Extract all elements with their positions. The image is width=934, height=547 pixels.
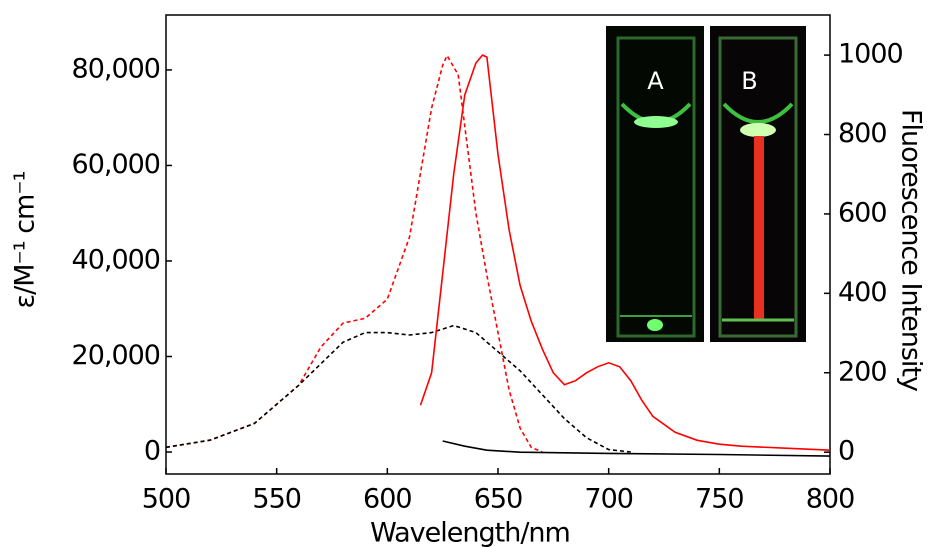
meniscus-b bbox=[722, 102, 794, 124]
y2-tick-label: 600 bbox=[838, 197, 887, 228]
inset-label: A bbox=[647, 67, 664, 95]
x-tick-label: 650 bbox=[474, 484, 523, 515]
y2-tick-label: 200 bbox=[838, 356, 887, 387]
y-tick-label: 60,000 bbox=[72, 149, 160, 180]
x-tick-label: 750 bbox=[695, 484, 744, 515]
series-line bbox=[419, 54, 831, 451]
y-axis-label: ε/M⁻¹ cm⁻¹ bbox=[10, 171, 41, 308]
y2-tick-label: 1000 bbox=[838, 39, 903, 70]
inset-label: B bbox=[741, 67, 756, 95]
x-tick-label: 600 bbox=[363, 484, 412, 515]
y-tick-label: 40,000 bbox=[72, 244, 160, 275]
y2-tick-label: 800 bbox=[838, 118, 887, 149]
y2-tick-label: 400 bbox=[838, 277, 887, 308]
x-tick-label: 800 bbox=[806, 484, 855, 515]
cuvette-b-outline bbox=[718, 36, 798, 338]
x-axis-label: Wavelength/nm bbox=[370, 518, 570, 547]
y2-axis-label: Fluorescence Intensity bbox=[896, 109, 927, 392]
glow-a-bottom bbox=[647, 319, 663, 331]
cuvette-a bbox=[606, 26, 704, 342]
series-line bbox=[442, 440, 831, 457]
cuvette-a-outline bbox=[616, 36, 696, 338]
y-tick-label: 80,000 bbox=[72, 53, 160, 84]
series-line bbox=[165, 53, 543, 453]
series-line bbox=[165, 324, 631, 453]
x-tick-label: 550 bbox=[252, 484, 301, 515]
y-tick-label: 0 bbox=[144, 436, 160, 467]
glow-b bbox=[740, 123, 776, 137]
inset-photo: A B bbox=[604, 24, 828, 344]
y2-tick-label: 0 bbox=[838, 436, 854, 467]
glow-a bbox=[634, 116, 678, 128]
red-beam bbox=[754, 136, 764, 320]
x-tick-label: 500 bbox=[142, 484, 191, 515]
x-tick-label: 700 bbox=[584, 484, 633, 515]
y-tick-label: 20,000 bbox=[72, 340, 160, 371]
